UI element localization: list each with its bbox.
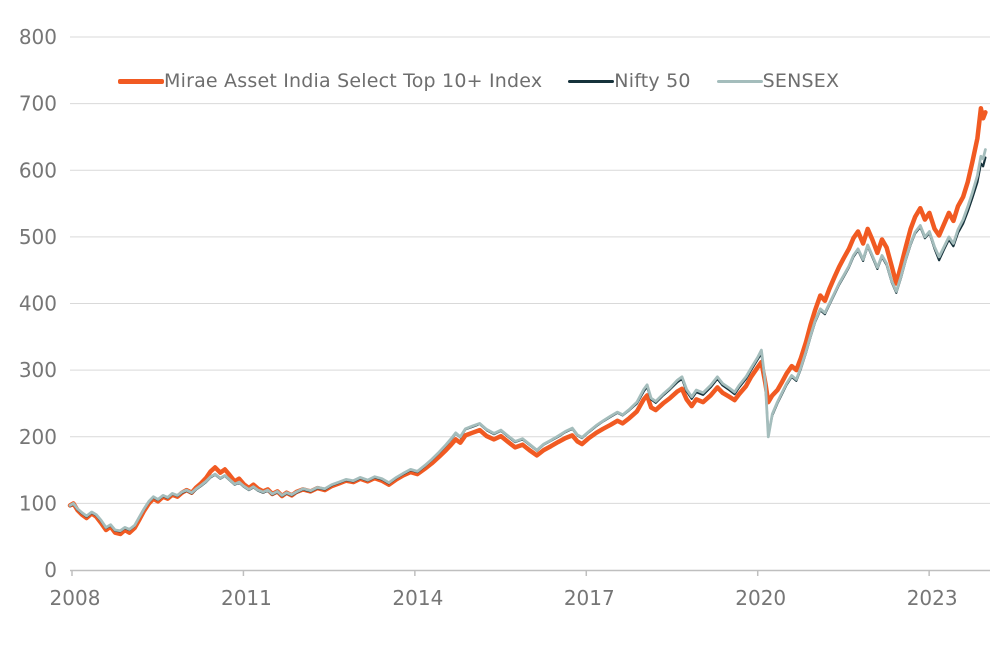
legend-item-nifty: Nifty 50 <box>568 70 690 92</box>
x-axis-label-2017: 2017 <box>564 586 615 610</box>
legend-item-mirae: Mirae Asset India Select Top 10+ Index <box>118 70 542 92</box>
y-axis-label-0: 0 <box>44 558 57 582</box>
y-axis-label-800: 800 <box>19 25 57 49</box>
x-axis-label-2014: 2014 <box>392 586 443 610</box>
mirae-line-swatch <box>118 78 164 84</box>
legend-label-nifty: Nifty 50 <box>614 70 691 92</box>
x-axis-label-2020: 2020 <box>735 586 786 610</box>
legend-label-sensex: SENSEX <box>762 70 840 92</box>
sensex-line-swatch <box>716 79 763 83</box>
legend-label-mirae: Mirae Asset India Select Top 10+ Index <box>164 70 543 92</box>
legend-item-sensex: SENSEX <box>716 70 840 92</box>
x-axis-label-2023: 2023 <box>907 586 958 610</box>
x-axis-label-2008: 2008 <box>50 586 101 610</box>
y-axis-label-300: 300 <box>19 358 57 382</box>
nifty-line-swatch <box>568 79 615 83</box>
series-line-0 <box>67 106 988 537</box>
y-axis-label-400: 400 <box>19 292 57 316</box>
y-axis-label-200: 200 <box>19 425 57 449</box>
legend: Mirae Asset India Select Top 10+ Index N… <box>118 70 839 92</box>
y-axis-label-500: 500 <box>19 225 57 249</box>
y-axis-label-600: 600 <box>19 158 57 182</box>
y-axis-label-700: 700 <box>19 92 57 116</box>
x-axis-label-2011: 2011 <box>221 586 272 610</box>
y-axis-label-100: 100 <box>19 491 57 515</box>
series-line-2 <box>68 148 987 533</box>
